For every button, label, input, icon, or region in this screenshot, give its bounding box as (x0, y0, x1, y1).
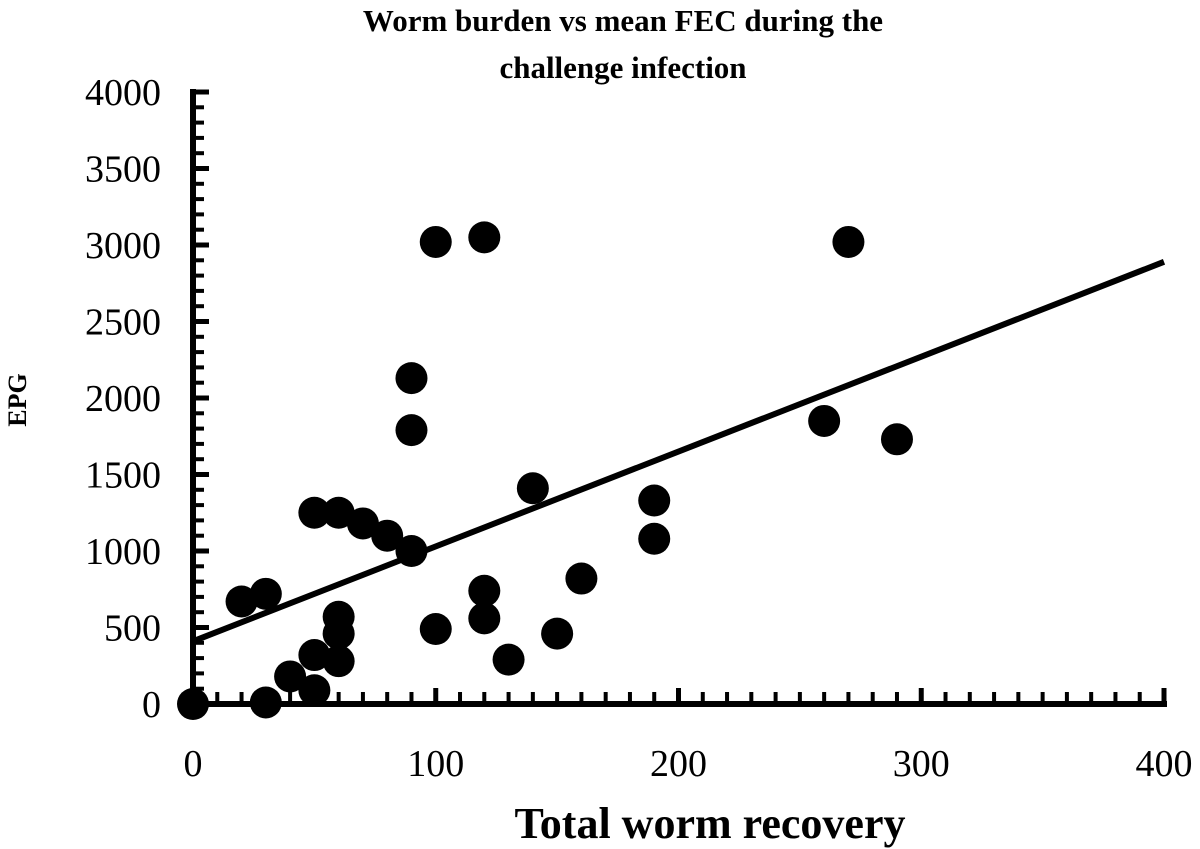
data-point (395, 414, 428, 447)
data-point (371, 519, 404, 552)
x-tick-label: 100 (407, 743, 464, 785)
x-tick-label: 0 (184, 743, 203, 785)
y-tick-label: 0 (142, 684, 161, 726)
data-point (541, 617, 574, 650)
data-point (395, 362, 428, 395)
data-point (274, 660, 307, 693)
y-tick-label: 3000 (85, 225, 161, 267)
x-axis-tick-labels: 0 100 200 300 400 (184, 743, 1193, 785)
data-point (249, 577, 282, 610)
y-tick-label: 1000 (85, 531, 161, 573)
x-tick-label: 300 (893, 743, 950, 785)
data-point (419, 613, 452, 646)
data-point (249, 686, 282, 719)
chart-title-line-1: Worm burden vs mean FEC during the (363, 3, 883, 38)
data-point (808, 404, 841, 437)
y-tick-label: 3500 (85, 149, 161, 191)
data-point (492, 643, 525, 676)
data-point (419, 225, 452, 258)
data-point (638, 522, 671, 555)
data-point (225, 585, 258, 618)
y-tick-label: 1500 (85, 455, 161, 497)
y-axis-tick-labels: 0 500 1000 1500 2000 2500 3000 3500 4000 (85, 72, 161, 726)
y-axis-label: EPG (3, 373, 32, 426)
data-points (177, 221, 913, 720)
trend-line (191, 259, 1166, 645)
chart-title-line-2: challenge infection (499, 50, 746, 85)
y-tick-label: 500 (104, 608, 161, 650)
data-point (322, 617, 355, 650)
data-point (468, 221, 501, 254)
data-point (395, 535, 428, 567)
data-point (322, 645, 355, 678)
x-tick-label: 200 (650, 743, 707, 785)
y-tick-label: 4000 (85, 72, 161, 114)
data-point (468, 574, 501, 607)
data-point (880, 423, 913, 456)
data-point (516, 472, 549, 505)
data-point (298, 639, 331, 672)
x-tick-label: 400 (1136, 743, 1193, 785)
x-axis-label: Total worm recovery (515, 799, 906, 848)
data-point (322, 496, 355, 529)
data-point (565, 562, 598, 595)
data-point (346, 507, 379, 540)
y-tick-label: 2000 (85, 378, 161, 420)
data-point (298, 674, 331, 707)
data-point (177, 688, 209, 720)
data-point (298, 496, 331, 529)
data-point (468, 602, 501, 635)
y-tick-label: 2500 (85, 302, 161, 344)
data-point (638, 484, 671, 517)
data-point (832, 225, 865, 258)
